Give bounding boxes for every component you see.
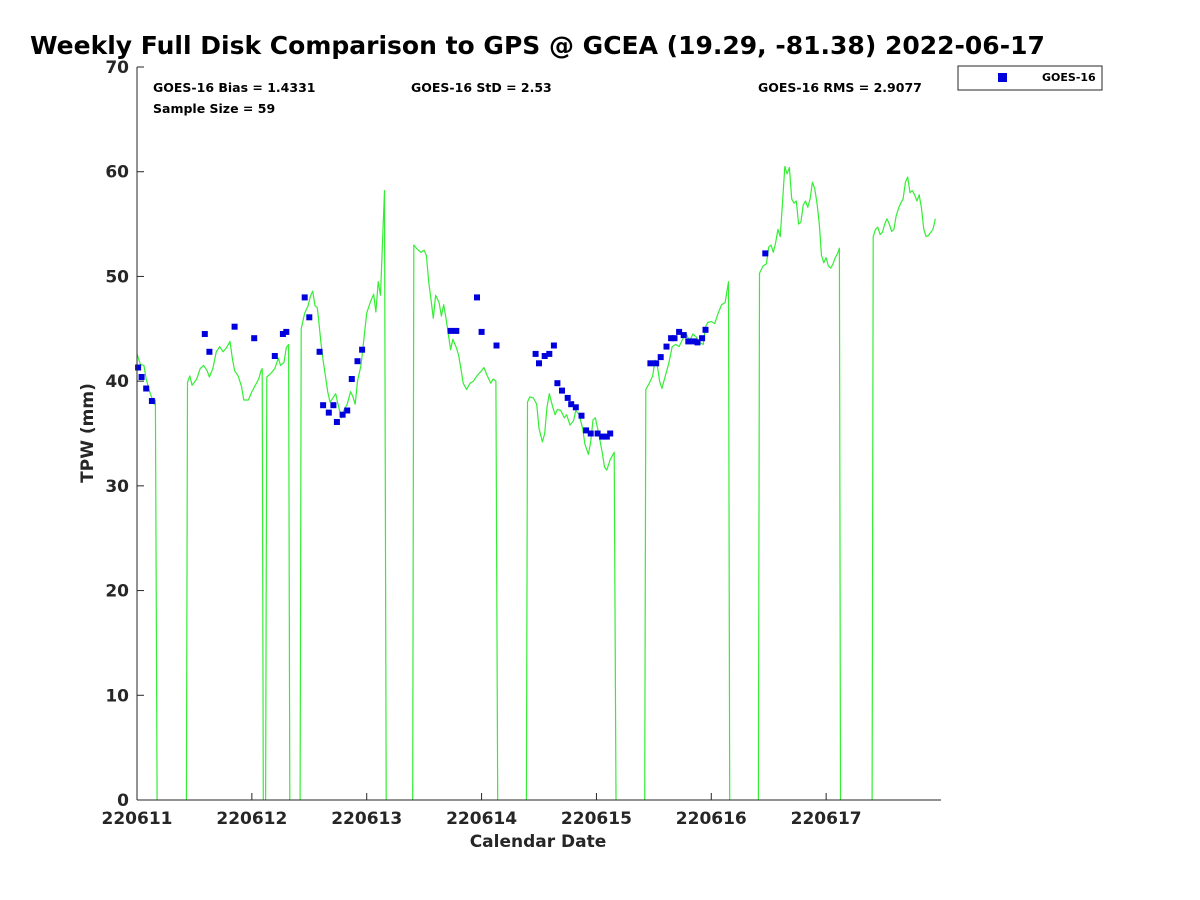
goes-16-point	[138, 374, 145, 380]
goes-16-point	[279, 331, 286, 337]
y-tick-label: 60	[105, 163, 129, 183]
gps-line-segment	[757, 165, 842, 801]
goes-16-point	[532, 350, 539, 357]
legend-label-goes-16: GOES-16	[1042, 71, 1096, 84]
goes-16-point	[694, 339, 701, 346]
stat-sample-size: Sample Size = 59	[153, 101, 275, 116]
goes-16-point	[676, 328, 683, 335]
y-tick-label: 10	[105, 686, 129, 706]
x-tick-label: 220611	[102, 809, 173, 829]
goes-16-point	[691, 338, 698, 345]
goes-16-point	[333, 419, 340, 425]
goes-16-point	[647, 360, 654, 367]
y-tick-label: 40	[105, 372, 129, 392]
goes-16-point	[541, 353, 548, 359]
x-tick-label: 220612	[216, 809, 287, 829]
goes-16-point	[762, 250, 769, 257]
goes-16-point	[554, 380, 561, 387]
goes-16-point	[550, 342, 557, 349]
goes-16-point	[316, 348, 323, 355]
gps-line-segment	[265, 343, 291, 801]
goes-16-point	[559, 387, 565, 394]
goes-16-point	[607, 430, 614, 437]
goes-16-point	[587, 430, 594, 437]
goes-16-point	[271, 353, 278, 359]
stat-bias: GOES-16 Bias = 1.4331	[153, 80, 315, 95]
goes-16-point	[339, 411, 346, 418]
goes-16-point	[685, 338, 692, 345]
goes-16-point	[572, 404, 579, 411]
chart-title: Weekly Full Disk Comparison to GPS @ GCE…	[30, 31, 1045, 60]
gps-line-segment	[185, 340, 264, 801]
legend: GOES-16	[957, 65, 1103, 91]
x-tick-label: 220616	[676, 809, 747, 829]
gps-line-segment	[871, 176, 936, 801]
goes-16-point	[668, 335, 675, 342]
gps-line-segment	[136, 353, 158, 801]
goes-16-point	[344, 407, 351, 414]
goes-16-point	[301, 294, 308, 301]
goes-16-point	[135, 364, 142, 371]
goes-16-point	[348, 376, 355, 382]
gps-line-segment	[299, 190, 387, 801]
y-tick-label: 70	[105, 58, 129, 78]
x-tick-label: 220614	[446, 809, 517, 829]
goes-16-point	[283, 328, 290, 335]
goes-16-point	[330, 402, 337, 409]
goes-16-point	[359, 346, 366, 353]
goes-16-point	[231, 323, 238, 330]
goes-16-point	[564, 394, 571, 401]
goes-16-point	[671, 335, 678, 342]
goes-16-point	[657, 354, 664, 361]
gps-line-segment	[525, 393, 617, 801]
x-ticks: 220611 220612 220613 220614 220615 220616 2206…	[102, 793, 862, 829]
goes-16-point	[325, 409, 332, 416]
x-axis-label: Calendar Date	[470, 832, 607, 852]
goes-16-point	[568, 401, 575, 408]
goes-16-point	[320, 402, 327, 409]
goes-16-point	[663, 343, 670, 350]
goes-16-point	[474, 294, 480, 301]
goes-16-point	[206, 348, 213, 355]
legend-marker-goes-16	[998, 73, 1007, 82]
y-tick-label: 30	[105, 477, 129, 497]
goes-16-series	[135, 250, 769, 440]
goes-16-point	[447, 327, 454, 334]
goes-16-point	[702, 326, 709, 333]
y-axis-label: TPW (mm)	[78, 383, 98, 483]
goes-16-point	[680, 332, 687, 339]
gps-line-segment	[412, 244, 499, 801]
y-tick-label: 50	[105, 267, 129, 287]
goes-16-point	[583, 427, 590, 434]
legend-box	[957, 65, 1103, 91]
goes-16-point	[653, 360, 660, 367]
x-tick-label: 220613	[331, 809, 402, 829]
y-ticks: 0 10 20 30 40 50 60 70	[105, 58, 144, 811]
goes-16-point	[594, 430, 601, 437]
plot-area	[137, 67, 941, 800]
goes-16-point	[578, 412, 585, 419]
goes-16-point	[536, 360, 542, 367]
goes-16-point	[546, 350, 553, 357]
y-tick-label: 20	[105, 582, 129, 602]
goes-16-point	[493, 342, 500, 349]
goes-16-point	[306, 314, 313, 321]
goes-16-point	[699, 335, 706, 342]
y-tick-label: 0	[117, 791, 129, 811]
stat-std: GOES-16 StD = 2.53	[411, 80, 552, 95]
goes-16-point	[148, 398, 155, 404]
goes-16-point	[603, 433, 610, 440]
goes-16-point	[599, 433, 606, 440]
x-tick-label: 220615	[561, 809, 632, 829]
goes-16-point	[478, 328, 485, 335]
goes-16-point	[143, 385, 150, 392]
stat-rms: GOES-16 RMS = 2.9077	[758, 80, 922, 95]
goes-16-point	[453, 327, 460, 334]
x-tick-label: 220617	[791, 809, 862, 829]
goes-16-point	[201, 331, 208, 337]
goes-16-point	[354, 358, 361, 365]
goes-16-point	[251, 335, 258, 342]
